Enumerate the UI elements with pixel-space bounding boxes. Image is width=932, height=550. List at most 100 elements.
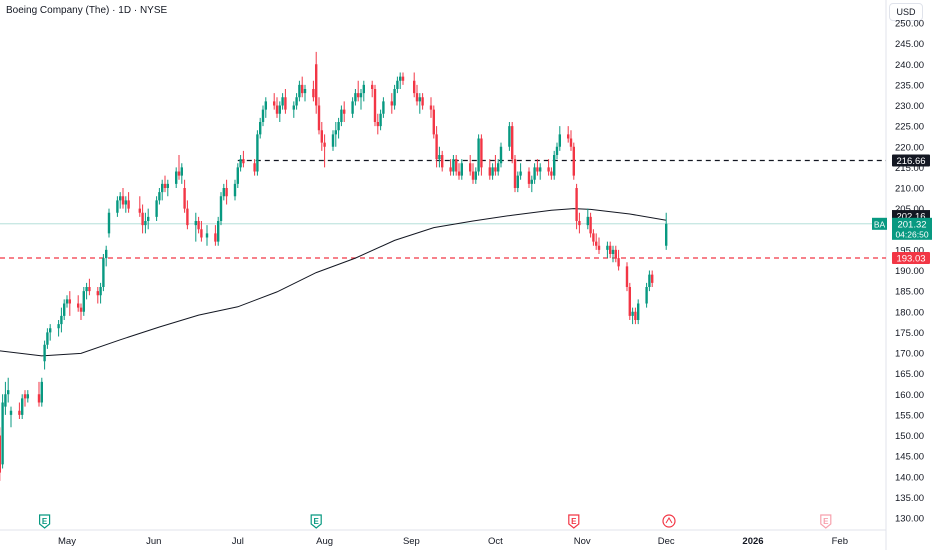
candle[interactable]	[155, 196, 158, 221]
candle[interactable]	[26, 390, 29, 403]
candle[interactable]	[121, 188, 125, 209]
candle[interactable]	[49, 324, 52, 341]
candle[interactable]	[105, 245, 108, 267]
candle[interactable]	[379, 109, 382, 131]
candle[interactable]	[253, 159, 256, 176]
candle[interactable]	[259, 117, 262, 139]
candle[interactable]	[586, 208, 589, 230]
candle[interactable]	[334, 122, 337, 147]
candle[interactable]	[275, 97, 279, 118]
candle[interactable]	[578, 212, 581, 234]
candle[interactable]	[0, 427, 2, 481]
candle[interactable]	[298, 80, 301, 102]
candle[interactable]	[194, 212, 197, 242]
candle[interactable]	[474, 167, 477, 184]
currency-selector[interactable]: USD	[889, 3, 923, 21]
candle[interactable]	[553, 150, 556, 180]
candle[interactable]	[85, 282, 88, 300]
candle[interactable]	[177, 155, 181, 180]
candle[interactable]	[469, 155, 472, 176]
candle[interactable]	[460, 159, 463, 180]
candle[interactable]	[242, 150, 245, 168]
candle[interactable]	[371, 80, 374, 98]
candle[interactable]	[102, 254, 105, 292]
candle[interactable]	[617, 249, 620, 271]
candle[interactable]	[488, 159, 491, 180]
candle[interactable]	[645, 282, 648, 308]
candle[interactable]	[65, 295, 69, 308]
candle[interactable]	[376, 113, 379, 135]
candle[interactable]	[284, 89, 287, 114]
candle[interactable]	[589, 212, 592, 238]
candle[interactable]	[609, 241, 612, 259]
candle[interactable]	[343, 101, 346, 122]
candle[interactable]	[438, 146, 441, 168]
candle[interactable]	[441, 150, 444, 172]
candle[interactable]	[480, 134, 483, 176]
candle[interactable]	[547, 159, 550, 176]
candle[interactable]	[550, 167, 553, 180]
candle[interactable]	[362, 80, 365, 102]
candle[interactable]	[225, 179, 228, 205]
candle[interactable]	[200, 221, 203, 242]
candle[interactable]	[60, 307, 63, 333]
candle[interactable]	[390, 93, 393, 114]
candle[interactable]	[575, 183, 578, 230]
candle[interactable]	[452, 155, 455, 176]
candle[interactable]	[37, 381, 41, 407]
candle[interactable]	[631, 307, 634, 325]
candle[interactable]	[625, 262, 629, 292]
candle[interactable]	[7, 377, 10, 403]
candle[interactable]	[23, 390, 27, 407]
candle[interactable]	[273, 93, 276, 110]
candle[interactable]	[107, 208, 111, 238]
candle[interactable]	[435, 126, 438, 168]
candle[interactable]	[312, 80, 315, 102]
candle[interactable]	[256, 130, 259, 176]
candle[interactable]	[533, 163, 536, 184]
candle[interactable]	[494, 155, 497, 176]
candle[interactable]	[415, 84, 419, 106]
candle[interactable]	[9, 406, 13, 428]
candle[interactable]	[491, 163, 494, 180]
candle[interactable]	[99, 282, 102, 304]
candle[interactable]	[138, 196, 141, 217]
candle[interactable]	[421, 93, 424, 110]
candle[interactable]	[340, 105, 343, 127]
candle[interactable]	[166, 179, 169, 197]
candle[interactable]	[497, 159, 500, 176]
candle[interactable]	[519, 163, 522, 180]
candle[interactable]	[315, 51, 318, 114]
candle[interactable]	[499, 142, 503, 168]
candle[interactable]	[63, 299, 66, 320]
candle[interactable]	[317, 97, 321, 135]
candle[interactable]	[471, 163, 475, 184]
candle[interactable]	[158, 188, 161, 205]
candle[interactable]	[628, 282, 631, 320]
candle[interactable]	[21, 394, 24, 419]
candle[interactable]	[303, 84, 307, 102]
candle[interactable]	[651, 270, 654, 288]
candle[interactable]	[219, 192, 223, 226]
candle[interactable]	[233, 179, 237, 201]
candle[interactable]	[57, 320, 60, 337]
candle[interactable]	[144, 212, 147, 234]
candle[interactable]	[536, 159, 539, 176]
candle[interactable]	[18, 402, 21, 420]
candle[interactable]	[205, 225, 209, 246]
candle[interactable]	[217, 216, 220, 246]
candle[interactable]	[665, 212, 668, 250]
candle[interactable]	[180, 163, 183, 184]
candle[interactable]	[1, 394, 4, 469]
candle[interactable]	[141, 204, 144, 234]
candle[interactable]	[530, 175, 533, 193]
candle[interactable]	[222, 183, 225, 201]
candle[interactable]	[555, 142, 559, 160]
candle[interactable]	[323, 134, 326, 168]
candle[interactable]	[393, 84, 396, 110]
candle[interactable]	[597, 237, 601, 255]
candle[interactable]	[163, 175, 167, 193]
candle[interactable]	[592, 229, 595, 246]
candle[interactable]	[147, 208, 150, 230]
candle[interactable]	[186, 200, 189, 230]
